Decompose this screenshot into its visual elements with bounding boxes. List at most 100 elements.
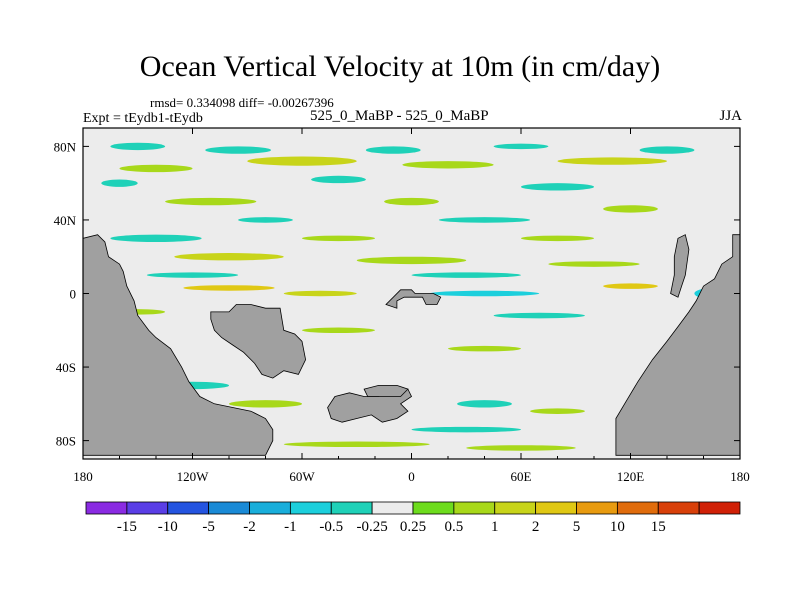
anomaly-patch-22 bbox=[548, 261, 640, 267]
colorbar-bin bbox=[657, 501, 700, 515]
colorbar-bin bbox=[494, 501, 537, 515]
rmsd-label: rmsd= bbox=[150, 95, 184, 110]
inner-islet bbox=[363, 384, 409, 397]
colorbar-bin bbox=[249, 501, 291, 515]
stats-line: rmsd= 0.334098 diff= -0.00267396 bbox=[150, 95, 334, 111]
anomaly-patch-2 bbox=[402, 161, 494, 169]
colorbar-label: -15 bbox=[117, 519, 137, 535]
x-tick-label: 120E bbox=[617, 469, 645, 484]
colorbar-label: 0.5 bbox=[445, 519, 464, 535]
colorbar-bin bbox=[330, 501, 373, 515]
rmsd-value: 0.334098 bbox=[186, 95, 236, 110]
colorbar-bin bbox=[616, 501, 659, 515]
anomaly-patch-39 bbox=[411, 426, 521, 433]
anomaly-patch-37 bbox=[530, 408, 585, 414]
x-axis: 180 120W 60W 0 60E 120E 180 bbox=[73, 128, 750, 484]
colorbar-bin bbox=[167, 501, 210, 515]
central-island bbox=[210, 304, 307, 379]
west-continent bbox=[83, 234, 274, 456]
anomaly-patch-41 bbox=[466, 445, 576, 451]
x-tick-label: 180 bbox=[73, 469, 93, 484]
colorbar-label: 5 bbox=[573, 519, 581, 535]
colorbar-bin bbox=[453, 501, 496, 515]
colorbar-bin bbox=[412, 501, 455, 515]
anomaly-patch-14 bbox=[603, 205, 658, 213]
anomaly-patch-10 bbox=[311, 175, 366, 184]
east-continent bbox=[615, 234, 740, 456]
period-label: 525_0_MaBP - 525_0_MaBP bbox=[310, 108, 489, 124]
anomaly-patch-19 bbox=[521, 235, 594, 242]
colorbar-label: -1 bbox=[284, 519, 297, 535]
diff-label: diff= bbox=[238, 95, 265, 110]
anomaly-patch-20 bbox=[174, 253, 284, 261]
anomaly-patch-0 bbox=[119, 164, 193, 173]
colorbar-label: -2 bbox=[243, 519, 256, 535]
anomaly-field bbox=[101, 142, 731, 451]
anomaly-patch-4 bbox=[110, 142, 166, 151]
anomaly-patch-27 bbox=[429, 290, 540, 297]
y-axis: 80N 40N 0 40S 80S bbox=[54, 139, 740, 449]
anomaly-patch-15 bbox=[238, 217, 293, 223]
y-tick-label: 40N bbox=[54, 213, 77, 228]
y-tick-label: 80N bbox=[54, 139, 77, 154]
x-tick-label: 0 bbox=[408, 469, 415, 484]
equatorial-island bbox=[385, 289, 442, 309]
anomaly-patch-31 bbox=[493, 312, 585, 319]
anomaly-patch-23 bbox=[146, 272, 239, 278]
colorbar-label: 0.25 bbox=[400, 519, 426, 535]
colorbar-bin bbox=[289, 501, 332, 515]
colorbar-bin bbox=[208, 501, 250, 515]
experiment-label: Expt = tEydb1-tEydb bbox=[83, 111, 203, 126]
anomaly-patch-26 bbox=[283, 290, 357, 297]
anomaly-patch-1 bbox=[247, 156, 357, 166]
colorbar-bin bbox=[85, 501, 128, 515]
anomaly-patch-3 bbox=[557, 157, 667, 165]
anomaly-patch-5 bbox=[205, 146, 271, 154]
anomaly-patch-35 bbox=[229, 400, 302, 408]
anomaly-patch-13 bbox=[384, 197, 439, 206]
anomaly-patch-40 bbox=[283, 441, 430, 448]
anomaly-patch-18 bbox=[302, 235, 375, 242]
anomaly-patch-6 bbox=[365, 146, 421, 154]
x-tick-label: 120W bbox=[177, 469, 210, 484]
plot-title: Ocean Vertical Velocity at 10m (in cm/da… bbox=[139, 50, 661, 83]
colorbar-label: -10 bbox=[158, 519, 178, 535]
x-tick-label: 180 bbox=[730, 469, 750, 484]
anomaly-patch-28 bbox=[603, 283, 658, 289]
season-label: JJA bbox=[719, 108, 742, 124]
land-masses bbox=[83, 234, 740, 456]
y-tick-label: 80S bbox=[56, 434, 76, 449]
anomaly-patch-8 bbox=[639, 146, 695, 154]
anomaly-patch-32 bbox=[302, 327, 375, 334]
y-tick-label: 0 bbox=[70, 287, 77, 302]
colorbar: -15 -10 -5 -2 -1 -0.5 -0.25 0.25 0.5 1 2 5 10 15 bbox=[85, 501, 741, 535]
anomaly-patch-17 bbox=[110, 234, 202, 243]
anomaly-patch-33 bbox=[448, 345, 521, 352]
x-tick-label: 60W bbox=[289, 469, 315, 484]
colorbar-label: -5 bbox=[202, 519, 215, 535]
y-tick-label: 40S bbox=[56, 360, 76, 375]
colorbar-label: -0.25 bbox=[357, 519, 388, 535]
colorbar-bin bbox=[698, 501, 741, 515]
colorbar-bin bbox=[535, 501, 577, 515]
anomaly-patch-24 bbox=[411, 272, 521, 278]
colorbar-label: 2 bbox=[532, 519, 540, 535]
diff-value: -0.00267396 bbox=[267, 95, 334, 110]
anomaly-patch-7 bbox=[493, 143, 549, 150]
anomaly-patch-11 bbox=[521, 183, 594, 191]
colorbar-label: 10 bbox=[610, 519, 625, 535]
colorbar-bin bbox=[576, 501, 618, 515]
east-peninsula bbox=[670, 234, 690, 298]
colorbar-bin bbox=[371, 501, 414, 515]
anomaly-patch-36 bbox=[457, 400, 512, 408]
anomaly-patch-25 bbox=[183, 285, 275, 291]
x-tick-label: 60E bbox=[511, 469, 532, 484]
colorbar-label: 15 bbox=[651, 519, 666, 535]
anomaly-patch-12 bbox=[165, 197, 257, 206]
anomaly-patch-21 bbox=[356, 256, 467, 265]
anomaly-patch-9 bbox=[101, 179, 138, 187]
colorbar-label: 1 bbox=[491, 519, 499, 535]
colorbar-label: -0.5 bbox=[319, 519, 343, 535]
anomaly-patch-16 bbox=[438, 217, 531, 223]
